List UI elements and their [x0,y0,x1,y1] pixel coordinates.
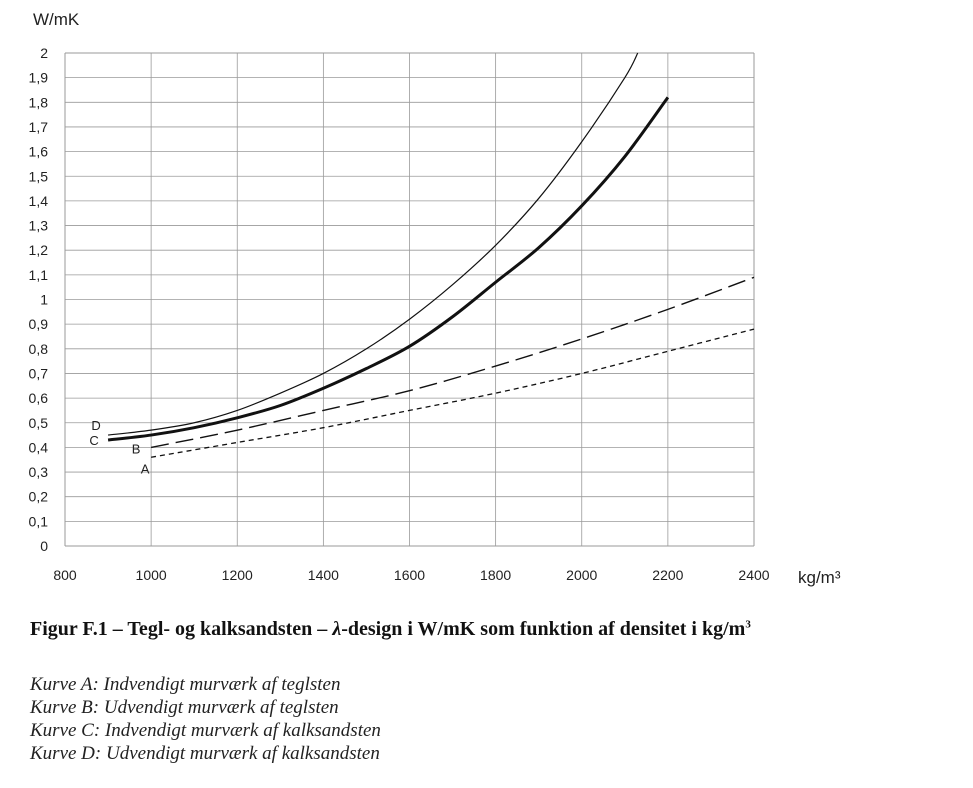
y-tick-label: 1,2 [29,242,49,258]
caption-sup: 3 [745,618,751,631]
y-tick-label: 1,6 [29,144,49,160]
y-tick-label: 0,8 [29,341,49,357]
x-tick-label: 1400 [308,567,339,583]
curve-b [150,276,755,449]
chart: 0 0,1 0,2 0,3 0,4 0,5 0,6 0,7 0,8 0,9 1 1,1 1,2 1,3 1,… [29,10,841,587]
y-tick-label: 0,2 [29,489,49,505]
curve-label-b: B [132,441,141,456]
y-tick-label: 0 [40,538,48,554]
legend: Kurve A: Indvendigt murværk af teglsten … [30,673,381,765]
y-tick-label: 1,3 [29,218,49,234]
curve-label-c: C [89,433,98,448]
y-tick-label: 2 [40,45,48,61]
tick-labels: 0 0,1 0,2 0,3 0,4 0,5 0,6 0,7 0,8 0,9 1 1,1 1,2 1,3 1,… [29,45,770,583]
y-tick-label: 1,8 [29,94,49,110]
y-tick-label: 0,3 [29,464,49,480]
legend-item-b: Kurve B: Udvendigt murværk af teglsten [30,697,339,718]
x-tick-label: 2000 [566,567,597,583]
curve-a [151,328,755,458]
y-axis-label: W/mK [33,10,80,29]
curve-labels: AB CD [89,418,149,476]
legend-item-a: Kurve A: Indvendigt murværk af teglsten [30,674,341,695]
caption-lambda: λ [332,618,342,640]
y-tick-label: 1 [40,292,48,308]
y-tick-label: 0,6 [29,390,49,406]
caption-prefix: Figur F.1 – Tegl- og kalksandsten – [30,618,333,640]
x-tick-label: 1200 [222,567,253,583]
y-tick-label: 0,7 [29,365,49,381]
y-tick-label: 1,5 [29,168,49,184]
caption-rest: -design i W/mK som funktion af densitet … [341,618,746,640]
x-axis-label: kg/m³ [798,568,841,587]
curve-d [107,52,639,436]
legend-item-d: Kurve D: Udvendigt murværk af kalksandst… [30,743,380,764]
y-tick-label: 0,1 [29,513,49,529]
curve-label-a: A [141,461,150,476]
y-tick-label: 0,5 [29,415,49,431]
curve-c [107,96,670,442]
y-tick-label: 0,9 [29,316,49,332]
figure-caption: Figur F.1 – Tegl- og kalksandsten – λ-de… [30,618,970,641]
x-tick-label: 1600 [394,567,425,583]
y-tick-label: 0,4 [29,439,49,455]
curve-label-d: D [91,418,100,433]
y-tick-label: 1,1 [29,267,49,283]
y-tick-label: 1,4 [29,193,49,209]
grid [64,52,755,547]
y-tick-label: 1,9 [29,70,49,86]
legend-item-c: Kurve C: Indvendigt murværk af kalksands… [30,720,381,741]
x-tick-label: 1800 [480,567,511,583]
x-tick-label: 2400 [738,567,769,583]
x-tick-label: 1000 [136,567,167,583]
x-tick-label: 800 [53,567,77,583]
y-tick-label: 1,7 [29,119,49,135]
x-tick-label: 2200 [652,567,683,583]
curves [107,52,755,458]
